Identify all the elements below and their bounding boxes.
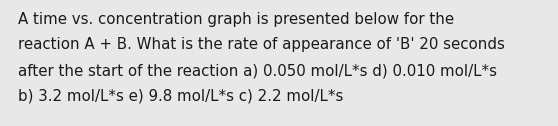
- Text: b) 3.2 mol/L*s e) 9.8 mol/L*s c) 2.2 mol/L*s: b) 3.2 mol/L*s e) 9.8 mol/L*s c) 2.2 mol…: [18, 88, 343, 103]
- Text: after the start of the reaction a) 0.050 mol/L*s d) 0.010 mol/L*s: after the start of the reaction a) 0.050…: [18, 63, 497, 78]
- Text: A time vs. concentration graph is presented below for the: A time vs. concentration graph is presen…: [18, 12, 454, 27]
- Text: reaction A + B. What is the rate of appearance of 'B' 20 seconds: reaction A + B. What is the rate of appe…: [18, 38, 505, 53]
